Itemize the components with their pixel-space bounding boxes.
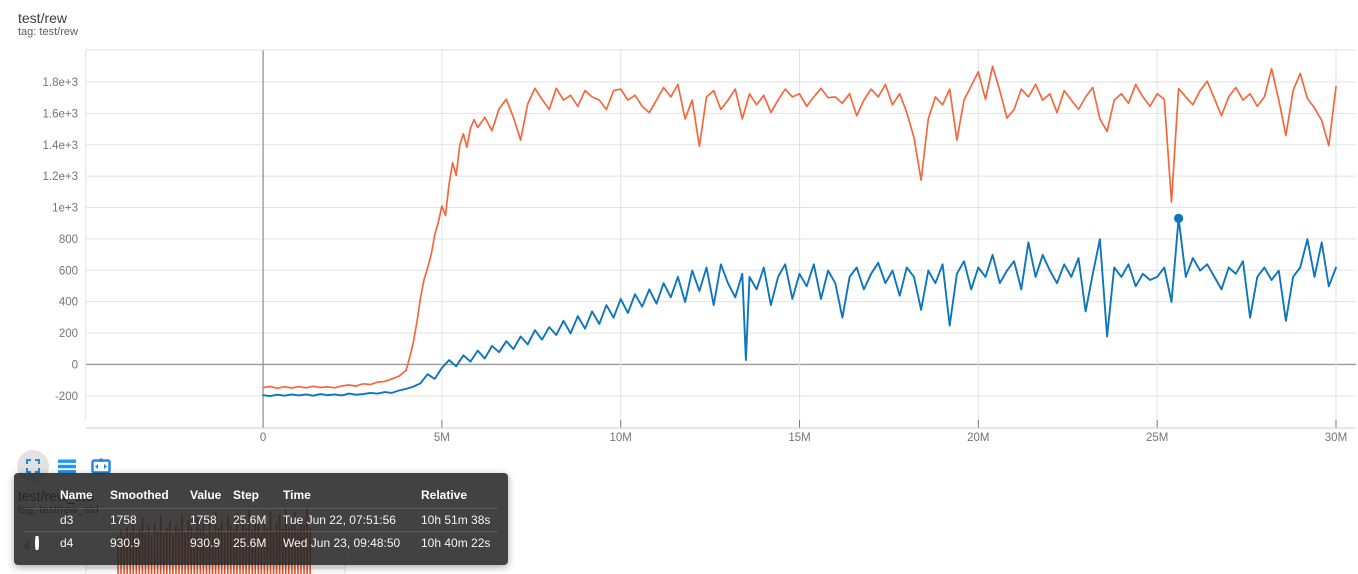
tooltip-row-step: 25.6M [233, 535, 267, 550]
tooltip-header-relative: Relative [421, 488, 468, 502]
tooltip-row-name: d4 [60, 535, 74, 550]
svg-text:30M: 30M [1325, 432, 1347, 444]
svg-text:1.4e+3: 1.4e+3 [43, 140, 79, 152]
rew-line-chart[interactable]: -200 0 200 400 600 800 1e+3 1.2e+3 1.4e+3 1.6e+3 1… [0, 0, 1358, 455]
svg-text:800: 800 [59, 234, 78, 246]
tooltip-row-value: 930.9 [190, 535, 221, 550]
fit-domain-icon [91, 458, 111, 474]
svg-text:-200: -200 [55, 391, 78, 403]
fullscreen-icon [26, 459, 40, 473]
run-swatch-d4 [35, 535, 39, 550]
page-title: test/rew [18, 10, 68, 26]
tooltip-row-smoothed: 1758 [110, 512, 137, 527]
svg-text:15M: 15M [788, 432, 810, 444]
tooltip-header-name: Name [60, 488, 93, 502]
tooltip-row-time: Tue Jun 22, 07:51:56 [283, 512, 396, 527]
tag-subtitle: tag: test/rew [18, 26, 78, 38]
svg-text:400: 400 [59, 297, 78, 309]
svg-text:10M: 10M [610, 432, 632, 444]
tooltip-row-name: d3 [60, 512, 74, 527]
runs-menu-button[interactable] [50, 449, 84, 483]
tooltip-header-step: Step [233, 488, 260, 502]
tooltip-header-time: Time [283, 488, 311, 502]
tooltip-row-time: Wed Jun 23, 09:48:50 [283, 535, 401, 550]
svg-text:600: 600 [59, 265, 78, 277]
svg-text:0: 0 [260, 432, 266, 444]
tooltip-row-value: 1758 [190, 512, 217, 527]
chart-tooltip: Name Smoothed Value Step Time Relative d… [14, 473, 508, 565]
svg-text:1.2e+3: 1.2e+3 [43, 171, 79, 183]
tooltip-row-relative: 10h 40m 22s [421, 535, 491, 550]
svg-text:200: 200 [59, 328, 78, 340]
svg-text:1.8e+3: 1.8e+3 [43, 77, 79, 89]
tooltip-header-smoothed: Smoothed [110, 488, 169, 502]
tooltip-row-smoothed: 930.9 [110, 535, 141, 550]
tooltip-row-step: 25.6M [233, 512, 267, 527]
svg-text:25M: 25M [1146, 432, 1168, 444]
svg-text:5M: 5M [434, 432, 450, 444]
svg-text:0: 0 [72, 359, 78, 371]
svg-text:20M: 20M [967, 432, 989, 444]
runs-menu-icon [58, 459, 76, 474]
tooltip-header-value: Value [190, 488, 222, 502]
svg-text:1.6e+3: 1.6e+3 [43, 108, 79, 120]
card-rew-header: test/rew tag: test/rew [18, 10, 78, 39]
svg-text:1e+3: 1e+3 [52, 203, 78, 215]
tooltip-row-relative: 10h 51m 38s [421, 512, 491, 527]
fit-domain-button[interactable] [84, 449, 118, 483]
